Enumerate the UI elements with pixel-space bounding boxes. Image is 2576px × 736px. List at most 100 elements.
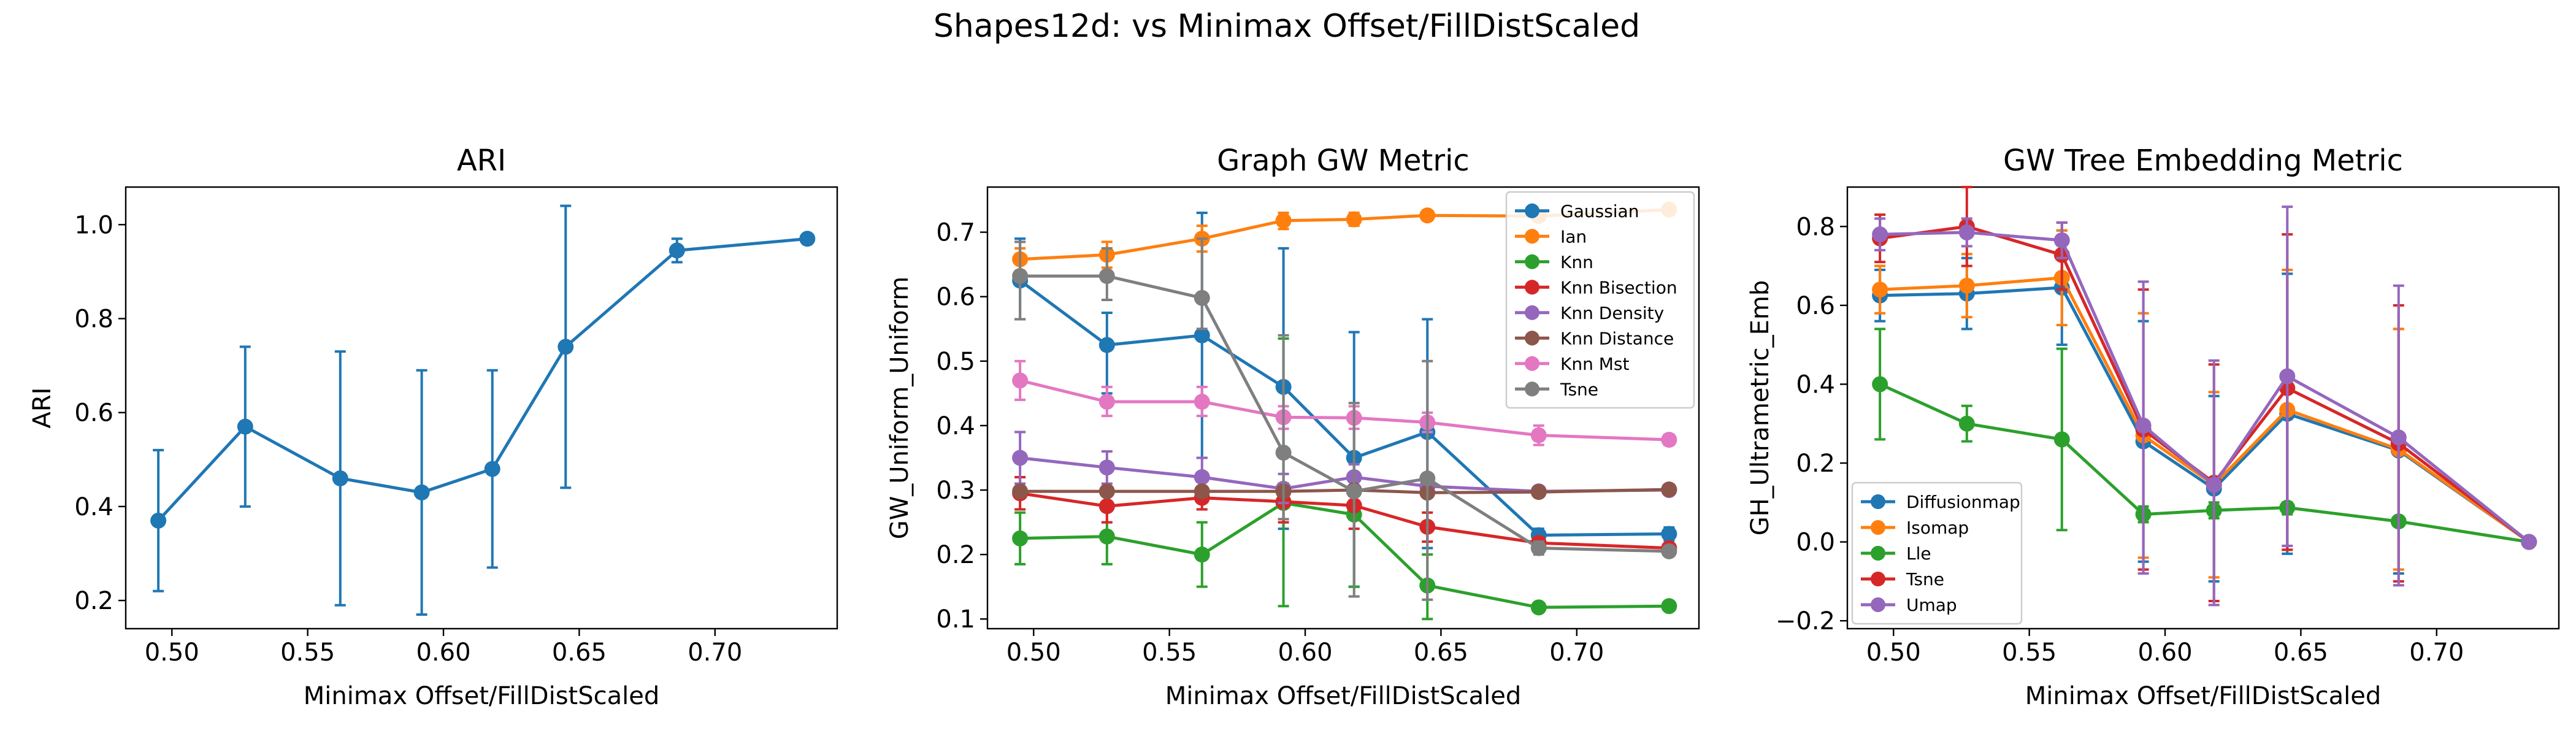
data-point	[1346, 211, 1362, 228]
data-point	[484, 461, 500, 477]
legend-label: Knn Distance	[1560, 328, 1674, 348]
data-point	[1275, 212, 1292, 229]
subplot-title: ARI	[457, 144, 506, 178]
legend-item: Isomap	[1861, 518, 1969, 538]
data-point	[1012, 450, 1029, 466]
y-tick-label: 0.1	[936, 605, 975, 634]
data-point	[558, 339, 574, 355]
legend-marker	[1525, 381, 1539, 397]
y-axis-label: GW_Uniform_Uniform	[886, 277, 914, 540]
data-point	[2390, 429, 2407, 446]
legend-item: Gaussian	[1515, 201, 1639, 221]
series-line	[1019, 279, 1669, 537]
series-line	[1879, 383, 2529, 544]
data-point	[237, 418, 253, 435]
data-point	[1419, 470, 1436, 487]
y-tick-label: 0.0	[1796, 529, 1835, 557]
legend: Diffusionmap Isomap Lle Tsne Umap	[1851, 481, 2023, 625]
data-point	[413, 484, 430, 500]
legend-item: Knn Bisection	[1515, 277, 1677, 297]
legend-item: Ian	[1515, 226, 1587, 247]
series-knn-mst	[1012, 359, 1677, 448]
data-point	[1661, 526, 1677, 542]
legend-label: Gaussian	[1560, 201, 1639, 221]
legend-label: Knn	[1560, 252, 1593, 272]
legend-item: Tsne	[1515, 379, 1598, 399]
legend-marker	[1525, 356, 1539, 371]
y-tick-label: 0.4	[1796, 370, 1835, 399]
y-tick-label: 0.2	[936, 541, 975, 569]
data-point	[1194, 289, 1210, 306]
legend-frame	[1851, 481, 2023, 625]
x-axis-label: Minimax Offset/FillDistScaled	[2025, 682, 2382, 710]
x-tick-label: 0.50	[1006, 638, 1061, 667]
y-tick-label: 0.7	[936, 219, 975, 247]
data-point	[2053, 232, 2070, 248]
y-axis-label: GH_Ultrametric_Emb	[1746, 280, 1774, 536]
x-tick-label: 0.55	[1142, 638, 1197, 667]
legend-label: Knn Mst	[1560, 354, 1630, 374]
legend-label: Tsne	[1906, 569, 1944, 589]
x-tick-label: 0.60	[416, 638, 470, 667]
data-marks	[1872, 186, 2537, 607]
y-tick-label: 0.3	[936, 477, 975, 505]
x-tick-label: 0.65	[552, 638, 607, 667]
y-tick-label: 0.2	[1796, 450, 1835, 478]
data-point	[1872, 376, 1888, 393]
data-point	[1098, 337, 1115, 353]
data-point	[1194, 483, 1210, 500]
legend-item: Diffusionmap	[1861, 492, 2020, 512]
y-tick-label: 0.8	[74, 305, 113, 333]
y-tick-label: 0.5	[936, 348, 975, 376]
series-line	[1879, 276, 2530, 543]
data-point	[669, 242, 685, 259]
x-tick-label: 0.50	[145, 638, 199, 667]
data-point	[1872, 226, 1888, 243]
axis-ticks: 0.50 0.55 0.60 0.65 0.70 −0.2 0.0 0.2 0.4 0.6 0.8	[1776, 213, 2464, 667]
data-point	[2135, 417, 2152, 434]
data-point	[1275, 445, 1292, 461]
data-point	[150, 512, 167, 529]
x-tick-label: 0.70	[2409, 638, 2464, 667]
legend-marker	[1871, 597, 1885, 612]
legend-item: Tsne	[1861, 569, 1944, 589]
data-point	[1661, 598, 1677, 615]
subplot-graph-gw-metric: Graph GW Metric Minimax Offset/FillDistS…	[886, 144, 1700, 710]
axis-ticks: 0.50 0.55 0.60 0.65 0.70 0.2 0.4 0.6 0.8 1.0	[74, 211, 742, 667]
data-point	[332, 470, 348, 486]
y-tick-label: 1.0	[74, 211, 113, 239]
data-point	[1530, 599, 1547, 616]
series-umap	[1872, 205, 2537, 607]
legend-marker	[1871, 494, 1885, 509]
legend-label: Umap	[1906, 595, 1957, 615]
series-line	[157, 237, 808, 522]
series-line	[1019, 378, 1669, 442]
legend-marker	[1525, 203, 1539, 218]
x-axis-label: Minimax Offset/FillDistScaled	[1165, 682, 1522, 710]
legend-item: Lle	[1861, 543, 1931, 564]
legend-label: Knn Density	[1560, 303, 1664, 323]
data-point	[1012, 372, 1029, 389]
x-axis-label: Minimax Offset/FillDistScaled	[304, 682, 660, 710]
legend-label: Diffusionmap	[1906, 492, 2020, 512]
data-point	[1194, 469, 1210, 485]
subplot-title: GW Tree Embedding Metric	[2003, 144, 2403, 178]
y-tick-label: 0.6	[74, 399, 113, 427]
data-point	[1958, 277, 1975, 294]
legend-label: Knn Bisection	[1560, 277, 1677, 297]
legend-item: Knn Distance	[1515, 328, 1674, 348]
data-point	[1098, 268, 1115, 285]
series-ari	[150, 204, 816, 616]
x-tick-label: 0.70	[1549, 638, 1604, 667]
data-point	[1419, 207, 1436, 224]
data-point	[1012, 530, 1029, 546]
x-tick-label: 0.55	[280, 638, 335, 667]
data-point	[1530, 484, 1547, 500]
data-point	[1098, 394, 1115, 410]
legend-marker	[1525, 254, 1539, 269]
axis-ticks: 0.50 0.55 0.60 0.65 0.70 0.1 0.2 0.3 0.4 0.5 0.6 0.…	[936, 219, 1604, 667]
data-point	[1346, 483, 1362, 500]
legend: Gaussian Ian Knn Knn Bisection Knn Density Kn…	[1505, 191, 1695, 409]
legend-item: Umap	[1861, 595, 1957, 615]
data-point	[1194, 327, 1210, 343]
